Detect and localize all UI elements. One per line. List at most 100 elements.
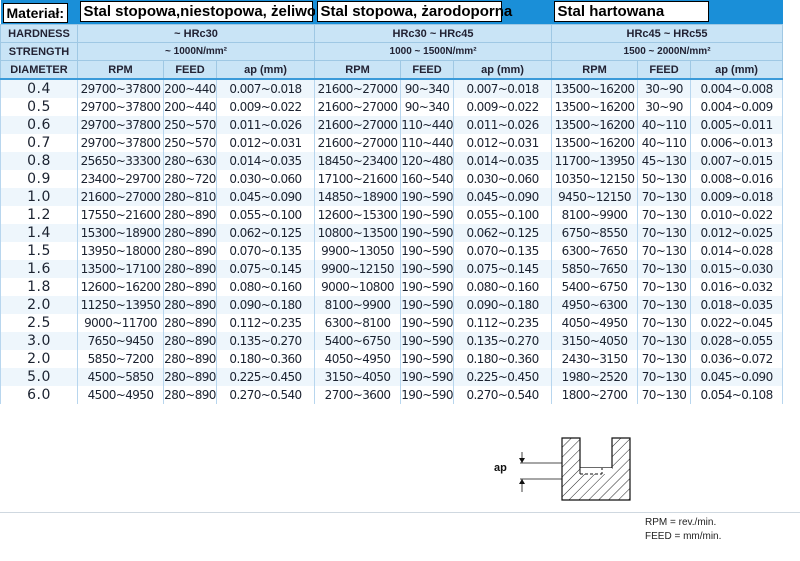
value-cell: 190~590 — [400, 332, 455, 350]
value-cell: 280~890 — [163, 260, 217, 278]
diameter-cell: 0.5 — [0, 98, 78, 116]
value-cell: 0.135~0.270 — [215, 332, 316, 350]
table-row: 1.2 17550~21600 280~890 0.055~0.100 12600~15… — [0, 206, 784, 224]
value-cell: 280~890 — [163, 368, 217, 386]
value-cell: 250~570 — [163, 116, 217, 134]
value-cell: 0.270~0.540 — [215, 386, 316, 404]
strength-1: ~ 1000N/mm² — [76, 42, 316, 61]
value-cell: 0.015~0.030 — [690, 260, 784, 278]
value-cell: 0.018~0.035 — [690, 296, 784, 314]
value-cell: 0.008~0.016 — [690, 170, 784, 188]
material-1-cell: Stal stopowa,niestopowa, żeliwo — [77, 0, 315, 25]
value-cell: 0.007~0.015 — [690, 152, 784, 170]
value-cell: 9000~10800 — [314, 278, 402, 296]
note-feed: FEED = mm/min. — [645, 531, 722, 542]
value-cell: 280~890 — [163, 296, 217, 314]
value-cell: 0.016~0.032 — [690, 278, 784, 296]
workpiece-section — [561, 437, 631, 501]
value-cell: 0.036~0.072 — [690, 350, 784, 368]
value-cell: 5400~6750 — [551, 278, 639, 296]
diameter-cell: 3.0 — [0, 332, 78, 350]
col-rpm-2: RPM — [314, 60, 402, 80]
value-cell: 50~130 — [637, 170, 692, 188]
col-feed-1: FEED — [163, 60, 217, 80]
value-cell: 6300~7650 — [551, 242, 639, 260]
value-cell: 0.009~0.018 — [690, 188, 784, 206]
material-row: Materiał: Stal stopowa,niestopowa, żeliw… — [0, 0, 783, 25]
value-cell: 0.080~0.160 — [453, 278, 553, 296]
value-cell: 190~590 — [400, 224, 455, 242]
value-cell: 4500~5850 — [77, 368, 164, 386]
table-row: 2.0 5850~7200 280~890 0.180~0.360 4050~4950 1… — [0, 350, 784, 368]
value-cell: 190~590 — [400, 278, 455, 296]
value-cell: 0.080~0.160 — [215, 278, 316, 296]
value-cell: 190~590 — [400, 188, 455, 206]
value-cell: 70~130 — [637, 314, 692, 332]
value-cell: 9900~13050 — [314, 242, 402, 260]
value-cell: 18450~23400 — [314, 152, 402, 170]
value-cell: 0.180~0.360 — [453, 350, 553, 368]
value-cell: 13500~16200 — [551, 79, 639, 98]
value-cell: 280~630 — [163, 152, 217, 170]
material-label: Materiał: — [2, 3, 69, 23]
value-cell: 0.004~0.008 — [690, 79, 784, 98]
ap-dimension — [519, 452, 562, 492]
value-cell: 70~130 — [637, 260, 692, 278]
unit-notes: RPM = rev./min. FEED = mm/min. — [645, 516, 721, 544]
table-body: 0.4 29700~37800 200~440 0.007~0.018 21600~27… — [0, 79, 784, 404]
table-row: 0.9 23400~29700 280~720 0.030~0.060 17100~21… — [0, 170, 784, 188]
value-cell: 0.014~0.035 — [453, 152, 553, 170]
value-cell: 14850~18900 — [314, 188, 402, 206]
value-cell: 4050~4950 — [551, 314, 639, 332]
value-cell: 0.225~0.450 — [453, 368, 553, 386]
value-cell: 2430~3150 — [551, 350, 639, 368]
col-rpm-1: RPM — [77, 60, 164, 80]
value-cell: 0.010~0.022 — [690, 206, 784, 224]
value-cell: 0.030~0.060 — [453, 170, 553, 188]
table-row: 1.8 12600~16200 280~890 0.080~0.160 9000~108… — [0, 278, 784, 296]
diameter-cell: 0.7 — [0, 134, 78, 152]
table-row: 2.5 9000~11700 280~890 0.112~0.235 6300~8100… — [0, 314, 784, 332]
value-cell: 5850~7200 — [77, 350, 164, 368]
strength-row: STRENGTH ~ 1000N/mm² 1000 ~ 1500N/mm² 15… — [0, 42, 784, 61]
strength-3: 1500 ~ 2000N/mm² — [551, 42, 784, 61]
col-ap-2: ap (mm) — [453, 60, 553, 80]
value-cell: 4500~4950 — [77, 386, 164, 404]
value-cell: 280~890 — [163, 332, 217, 350]
value-cell: 250~570 — [163, 134, 217, 152]
ap-depth-diagram: ap — [494, 437, 631, 501]
value-cell: 0.011~0.026 — [453, 116, 553, 134]
value-cell: 0.055~0.100 — [215, 206, 316, 224]
value-cell: 11700~13950 — [551, 152, 639, 170]
diameter-cell: 1.6 — [0, 260, 78, 278]
diameter-cell: 1.2 — [0, 206, 78, 224]
value-cell: 7650~9450 — [77, 332, 164, 350]
diameter-cell: 1.0 — [0, 188, 78, 206]
value-cell: 0.028~0.055 — [690, 332, 784, 350]
strength-2: 1000 ~ 1500N/mm² — [314, 42, 553, 61]
value-cell: 0.070~0.135 — [453, 242, 553, 260]
table-row: 1.0 21600~27000 280~810 0.045~0.090 14850~18… — [0, 188, 784, 206]
value-cell: 21600~27000 — [314, 116, 402, 134]
value-cell: 70~130 — [637, 242, 692, 260]
table-row: 6.0 4500~4950 280~890 0.270~0.540 2700~3600 1… — [0, 386, 784, 404]
value-cell: 30~90 — [637, 79, 692, 98]
value-cell: 0.062~0.125 — [215, 224, 316, 242]
value-cell: 190~590 — [400, 350, 455, 368]
value-cell: 0.180~0.360 — [215, 350, 316, 368]
diameter-cell: 0.6 — [0, 116, 78, 134]
value-cell: 8100~9900 — [314, 296, 402, 314]
value-cell: 280~810 — [163, 188, 217, 206]
value-cell: 160~540 — [400, 170, 455, 188]
table-row: 1.6 13500~17100 280~890 0.075~0.145 9900~121… — [0, 260, 784, 278]
value-cell: 0.009~0.022 — [215, 98, 316, 116]
value-cell: 280~890 — [163, 386, 217, 404]
value-cell: 0.090~0.180 — [215, 296, 316, 314]
value-cell: 9000~11700 — [77, 314, 164, 332]
diameter-cell: 1.4 — [0, 224, 78, 242]
value-cell: 280~890 — [163, 314, 217, 332]
value-cell: 0.006~0.013 — [690, 134, 784, 152]
value-cell: 13500~16200 — [551, 134, 639, 152]
column-header-row: DIAMETER RPM FEED ap (mm) RPM FEED ap (m… — [0, 60, 784, 80]
value-cell: 0.007~0.018 — [215, 79, 316, 98]
